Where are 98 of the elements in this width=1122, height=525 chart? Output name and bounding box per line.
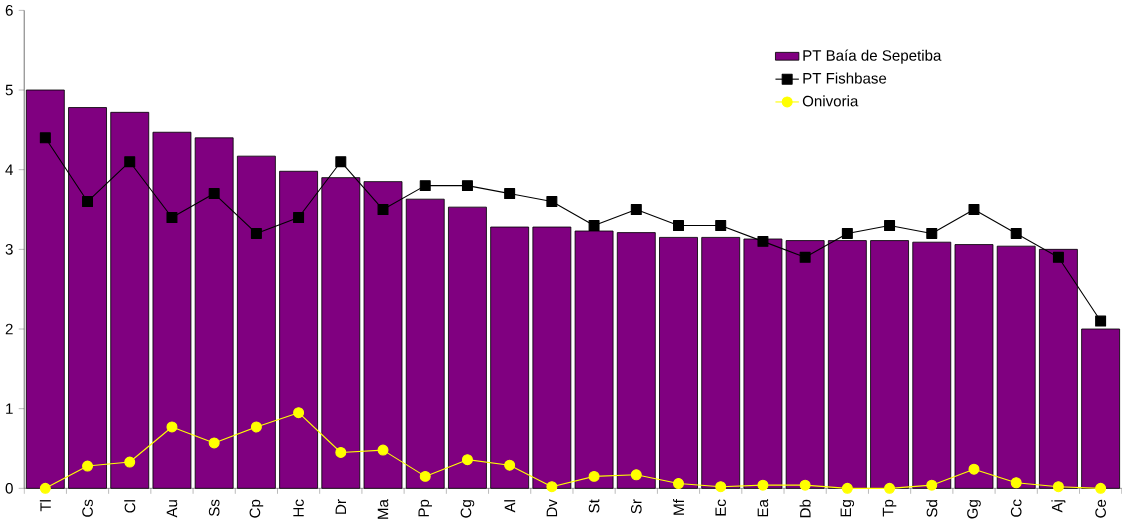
x-tick-label: Cg (460, 500, 475, 518)
bar (701, 236, 741, 489)
point (841, 482, 853, 494)
point (504, 188, 516, 200)
y-tick-label: 1 (6, 403, 13, 414)
point (841, 227, 853, 239)
x-tick-label: Gg (967, 500, 981, 519)
point (757, 235, 769, 247)
point (335, 446, 347, 458)
y-tick-label: 2 (5, 323, 13, 335)
bar (616, 232, 656, 489)
x-tick-label: Ec (715, 499, 726, 516)
point (799, 479, 811, 491)
x-tick-label: Pp (418, 499, 432, 517)
point (293, 211, 305, 223)
legend-label: PT Fishbase (803, 72, 887, 84)
point (124, 156, 136, 168)
point (546, 196, 558, 207)
bar (954, 244, 994, 489)
x-tick-label: Db (799, 499, 811, 518)
x-tick-label: Ss (208, 499, 220, 516)
legend-label: Onivoria (802, 95, 859, 107)
x-tick-label: Cc (1010, 499, 1022, 517)
point (673, 478, 684, 489)
point (757, 479, 769, 491)
x-tick-label: Aj (1051, 500, 1066, 513)
x-tick-label: Dr (335, 499, 346, 514)
y-tick-label: 5 (5, 84, 13, 96)
point (461, 454, 473, 466)
point (715, 481, 727, 493)
point (419, 470, 431, 482)
point (504, 459, 516, 471)
point (82, 196, 94, 207)
point (166, 421, 178, 433)
x-tick-label: Sr (630, 499, 642, 514)
point (715, 219, 727, 231)
x-tick-label: Eg (840, 500, 855, 517)
point (39, 482, 51, 494)
point (884, 482, 896, 494)
y-tick-label: 4 (5, 164, 13, 175)
point (166, 211, 178, 223)
point (588, 470, 600, 482)
x-tick-label: Tp (882, 499, 897, 517)
x-tick-label: St (588, 499, 600, 513)
point (799, 251, 811, 263)
point (630, 469, 642, 481)
bar (870, 240, 909, 489)
point (250, 421, 262, 433)
x-tick-label: Dv (546, 499, 558, 517)
point (926, 227, 938, 239)
point (208, 188, 220, 200)
point (1052, 481, 1064, 493)
point (1052, 251, 1064, 263)
point (673, 219, 684, 231)
point (546, 481, 558, 493)
bar (405, 198, 445, 489)
point (1010, 227, 1022, 239)
x-tick-label: Mf (673, 499, 684, 515)
point (588, 219, 600, 231)
x-tick-label: Sd (926, 500, 938, 517)
x-tick-label: Tl (39, 500, 51, 512)
point (124, 456, 136, 468)
point (926, 479, 938, 491)
bar (448, 206, 487, 489)
point (968, 203, 980, 215)
point (82, 460, 94, 472)
point (293, 407, 305, 419)
x-tick-label: Au (166, 500, 178, 518)
x-tick-label: Ea (757, 499, 769, 517)
bar (912, 241, 952, 489)
point (968, 463, 980, 475)
y-tick-label: 6 (5, 4, 13, 16)
point (335, 156, 347, 168)
bar (490, 226, 530, 489)
point (630, 203, 642, 215)
legend-label: PT Baía de Sepetiba (803, 49, 942, 64)
x-tick-label: Cl (124, 500, 136, 513)
x-tick-label: Hc (293, 499, 304, 517)
point (250, 227, 262, 239)
y-tick-label: 0 (5, 482, 13, 494)
x-tick-label: Ma (377, 499, 389, 519)
point (461, 180, 473, 192)
y-tick-label: 3 (5, 243, 13, 255)
x-tick-label: Al (504, 500, 516, 513)
point (419, 180, 431, 192)
point (1010, 477, 1022, 489)
point (208, 437, 220, 449)
x-tick-label: Cs (82, 499, 93, 517)
bar (532, 226, 572, 489)
x-tick-label: Ce (1095, 499, 1106, 518)
point (1095, 482, 1107, 494)
point (39, 132, 51, 144)
x-tick-label: Cp (249, 499, 264, 518)
point (377, 203, 389, 215)
point (1095, 315, 1107, 327)
point (377, 444, 389, 456)
bar (659, 236, 698, 489)
point (884, 219, 896, 231)
